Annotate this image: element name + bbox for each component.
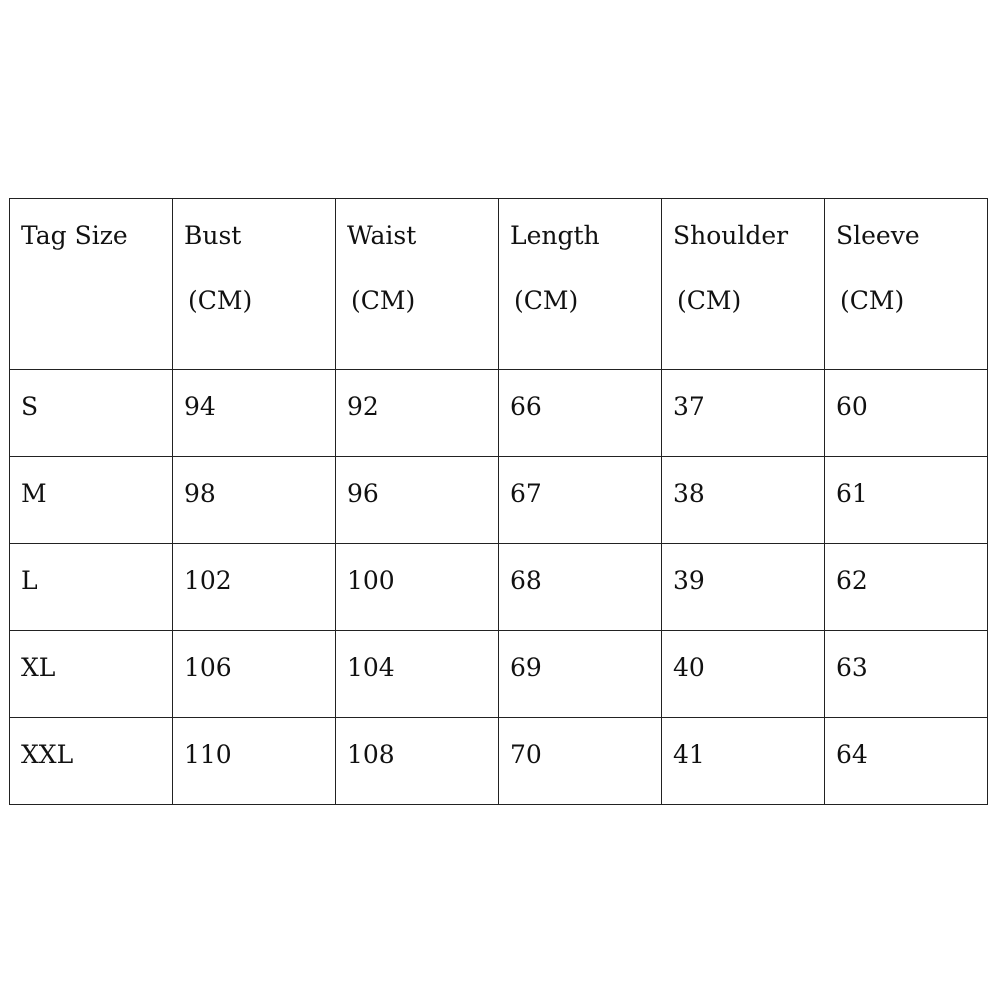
table-cell: 92 (335, 369, 499, 457)
header-cell: Sleeve (CM) (824, 198, 988, 370)
header-unit: (CM) (188, 286, 253, 315)
table-row: XL 106 104 69 40 63 (9, 630, 988, 718)
table-cell: 63 (824, 630, 988, 718)
table-cell: 98 (172, 456, 336, 544)
header-unit: (CM) (840, 286, 905, 315)
table-row: XXL 110 108 70 41 64 (9, 717, 988, 805)
table-cell: 62 (824, 543, 988, 631)
table-cell: 108 (335, 717, 499, 805)
header-cell: Tag Size (9, 198, 173, 370)
header-label: Tag Size (21, 221, 128, 250)
header-unit: (CM) (677, 286, 742, 315)
table-row: M 98 96 67 38 61 (9, 456, 988, 544)
table-cell: 96 (335, 456, 499, 544)
table-cell: 106 (172, 630, 336, 718)
table-cell: 94 (172, 369, 336, 457)
table-cell: 68 (498, 543, 662, 631)
table-cell: M (9, 456, 173, 544)
header-label: Waist (347, 221, 417, 250)
table-cell: 39 (661, 543, 825, 631)
table-cell: S (9, 369, 173, 457)
table-cell: L (9, 543, 173, 631)
table-cell: 66 (498, 369, 662, 457)
table-cell: XXL (9, 717, 173, 805)
table-cell: 37 (661, 369, 825, 457)
table-row: L 102 100 68 39 62 (9, 543, 988, 631)
header-label: Length (510, 221, 600, 250)
table-cell: 67 (498, 456, 662, 544)
header-label: Shoulder (673, 221, 789, 250)
table-cell: 41 (661, 717, 825, 805)
table-cell: 70 (498, 717, 662, 805)
table-cell: XL (9, 630, 173, 718)
size-chart-table: Tag Size Bust (CM) Waist (CM) Length (CM) Shoul… (9, 198, 988, 805)
header-label: Sleeve (836, 221, 920, 250)
header-cell: Length (CM) (498, 198, 662, 370)
header-label: Bust (184, 221, 242, 250)
table-row: S 94 92 66 37 60 (9, 369, 988, 457)
header-cell: Shoulder (CM) (661, 198, 825, 370)
header-unit: (CM) (351, 286, 416, 315)
header-cell: Bust (CM) (172, 198, 336, 370)
table-cell: 40 (661, 630, 825, 718)
table-cell: 60 (824, 369, 988, 457)
table-cell: 100 (335, 543, 499, 631)
table-cell: 38 (661, 456, 825, 544)
table-cell: 64 (824, 717, 988, 805)
table-cell: 102 (172, 543, 336, 631)
header-cell: Waist (CM) (335, 198, 499, 370)
table-cell: 61 (824, 456, 988, 544)
table-cell: 104 (335, 630, 499, 718)
header-row: Tag Size Bust (CM) Waist (CM) Length (CM) Shoul… (9, 198, 988, 370)
table-cell: 110 (172, 717, 336, 805)
table-cell: 69 (498, 630, 662, 718)
header-unit: (CM) (514, 286, 579, 315)
